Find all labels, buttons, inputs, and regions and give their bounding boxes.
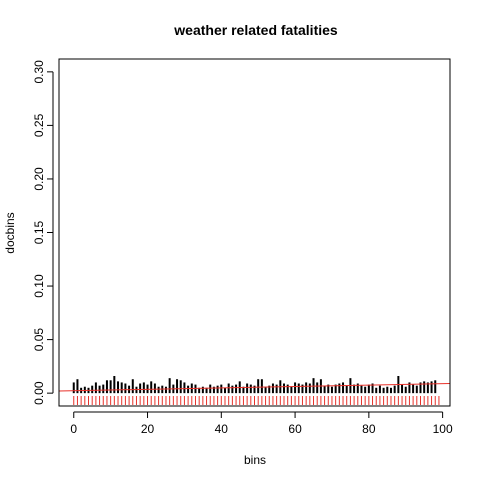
y-tick-label: 0.00	[32, 381, 46, 405]
y-tick-label: 0.25	[32, 113, 46, 137]
chart-title: weather related fatalities	[173, 22, 338, 38]
x-tick-label: 40	[215, 422, 229, 436]
y-tick-label: 0.10	[32, 274, 46, 298]
y-axis-label: docbins	[3, 212, 17, 253]
x-tick-label: 60	[288, 422, 302, 436]
trend-line	[58, 383, 451, 392]
y-tick-label: 0.30	[32, 60, 46, 84]
y-tick-label: 0.20	[32, 167, 46, 191]
x-tick-label: 100	[433, 422, 453, 436]
x-tick-label: 80	[362, 422, 376, 436]
y-tick-label: 0.15	[32, 220, 46, 244]
x-tick-label: 20	[141, 422, 155, 436]
plot-area	[58, 376, 451, 405]
x-tick-label: 0	[70, 422, 77, 436]
plot-frame	[58, 58, 451, 407]
y-tick-label: 0.05	[32, 328, 46, 352]
x-axis-label: bins	[244, 453, 266, 467]
